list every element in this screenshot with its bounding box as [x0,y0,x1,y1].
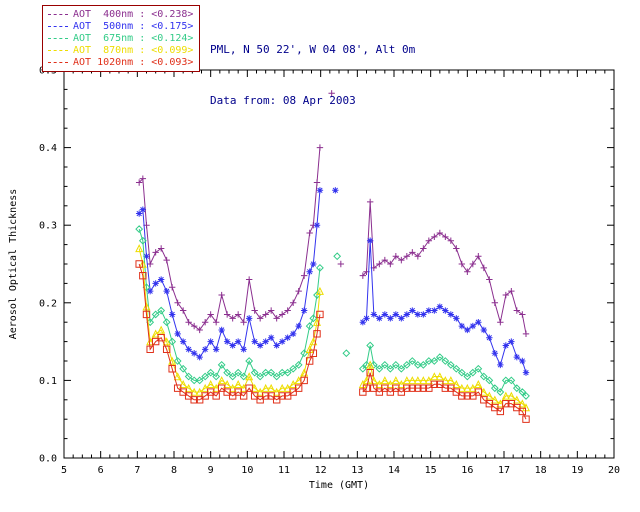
series-line-500nm [138,190,527,373]
legend: AOT 400nm : <0.238> AOT 500nm : <0.175> AO… [42,5,201,72]
series-symbols-400nm [135,90,530,338]
series-symbols-500nm [135,187,530,376]
x-tick-label: 15 [425,465,437,476]
series-symbols-1020nm [135,260,530,423]
x-tick-label: 14 [388,465,400,476]
x-tick-label: 19 [571,465,583,476]
legend-item-1020nm: AOT 1020nm : <0.093> [48,56,193,68]
series-line-400nm [138,147,527,334]
x-axis-title: Time (GMT) [309,480,369,491]
x-tick-label: 10 [241,465,253,476]
y-tick-label: 0.0 [39,454,57,465]
x-tick-label: 11 [278,465,290,476]
y-tick-label: 0.4 [39,143,57,154]
y-tick-label: 0.1 [39,376,57,387]
legend-label: AOT 400nm : <0.238> [73,8,194,20]
series-symbols-675nm [135,225,530,400]
x-tick-label: 9 [208,465,214,476]
x-tick-label: 17 [498,465,510,476]
legend-item-500nm: AOT 500nm : <0.175> [48,20,193,32]
x-tick-label: 6 [98,465,104,476]
x-tick-label: 20 [608,465,620,476]
series-symbols-870nm [135,244,531,412]
x-tick-label: 7 [134,465,140,476]
legend-item-400nm: AOT 400nm : <0.238> [48,8,193,20]
x-tick-label: 13 [351,465,363,476]
legend-label: AOT 500nm : <0.175> [73,20,194,32]
series-line-1020nm [138,263,527,420]
legend-label: AOT 1020nm : <0.093> [73,56,194,68]
x-tick-label: 18 [535,465,547,476]
y-tick-label: 0.3 [39,221,57,232]
header-block: PML, N 50 22', W 04 08', Alt 0m Data fro… [210,7,415,143]
data-date: Data from: 08 Apr 2003 [210,94,356,107]
x-tick-label: 16 [461,465,473,476]
legend-label: AOT 675nm : <0.124> [73,32,194,44]
legend-line-sample [48,25,68,27]
legend-line-sample [48,37,68,39]
y-axis-title: Aerosol Optical Thickness [8,189,19,340]
legend-item-870nm: AOT 870nm : <0.099> [48,44,193,56]
x-tick-label: 12 [315,465,327,476]
legend-item-675nm: AOT 675nm : <0.124> [48,32,193,44]
y-tick-label: 0.2 [39,298,57,309]
series-line-675nm [138,228,527,397]
legend-line-sample [48,13,68,15]
x-tick-label: 8 [171,465,177,476]
station-info: PML, N 50 22', W 04 08', Alt 0m [210,43,416,56]
legend-line-sample [48,61,68,63]
x-tick-label: 5 [61,465,67,476]
legend-line-sample [48,49,68,51]
legend-label: AOT 870nm : <0.099> [73,44,194,56]
